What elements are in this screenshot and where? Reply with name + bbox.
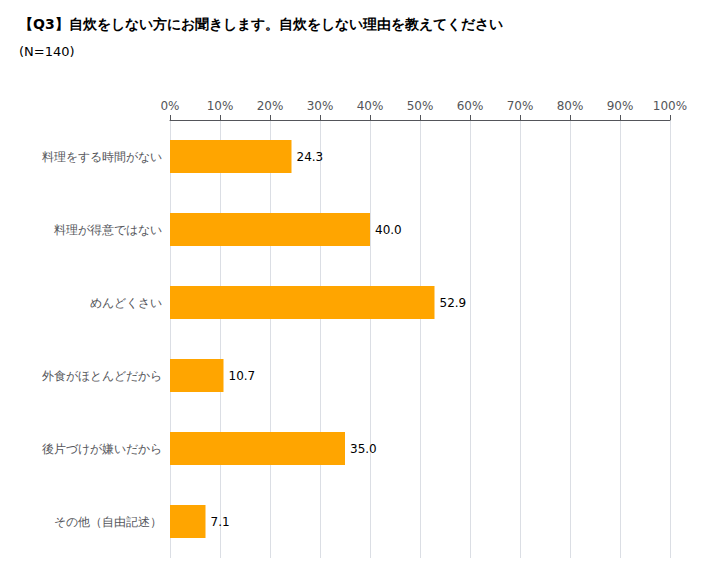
svg-text:70%: 70%	[507, 99, 534, 113]
svg-text:90%: 90%	[607, 99, 634, 113]
svg-text:後片づけが嫌いだから: 後片づけが嫌いだから	[42, 442, 162, 456]
svg-text:50%: 50%	[407, 99, 434, 113]
svg-text:(N=140): (N=140)	[19, 44, 75, 59]
svg-text:その他（自由記述）: その他（自由記述）	[54, 515, 162, 529]
svg-text:60%: 60%	[457, 99, 484, 113]
svg-text:80%: 80%	[557, 99, 584, 113]
svg-text:24.3: 24.3	[297, 150, 324, 164]
svg-text:35.0: 35.0	[350, 442, 377, 456]
svg-text:100%: 100%	[653, 99, 687, 113]
svg-text:20%: 20%	[257, 99, 284, 113]
svg-text:10.7: 10.7	[229, 369, 256, 383]
svg-text:52.9: 52.9	[440, 296, 467, 310]
svg-text:7.1: 7.1	[211, 515, 230, 529]
svg-text:めんどくさい: めんどくさい	[90, 296, 162, 310]
svg-text:料理をする時間がない: 料理をする時間がない	[42, 150, 162, 164]
svg-text:0%: 0%	[160, 99, 179, 113]
svg-text:料理が得意ではない: 料理が得意ではない	[54, 223, 162, 237]
svg-text:40%: 40%	[357, 99, 384, 113]
svg-text:40.0: 40.0	[375, 223, 402, 237]
svg-text:10%: 10%	[207, 99, 234, 113]
svg-text:外食がほとんどだから: 外食がほとんどだから	[42, 369, 162, 383]
svg-text:【Q3】自炊をしない方にお聞きします。自炊をしない理由を教え: 【Q3】自炊をしない方にお聞きします。自炊をしない理由を教えてください	[19, 16, 503, 32]
svg-text:30%: 30%	[307, 99, 334, 113]
